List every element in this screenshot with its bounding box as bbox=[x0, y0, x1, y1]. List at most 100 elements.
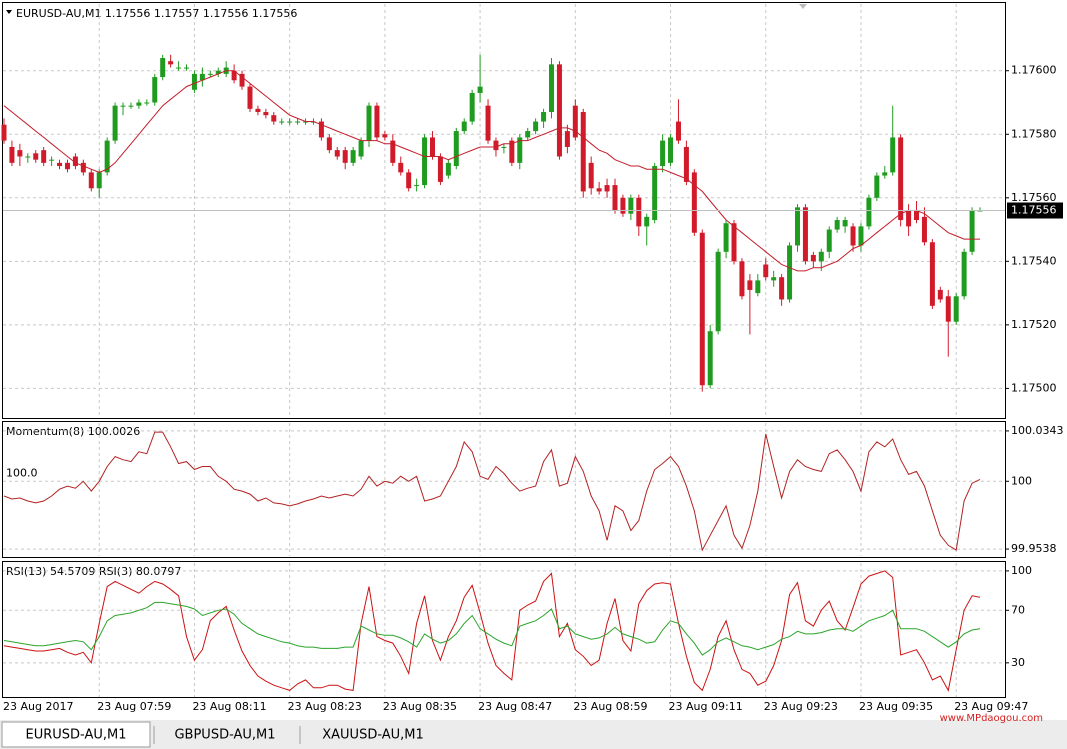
y-tick-label: 99.9538 bbox=[1011, 542, 1057, 555]
candle-body bbox=[271, 115, 277, 122]
candle-body bbox=[612, 185, 618, 211]
candle-body bbox=[310, 121, 316, 123]
candle-body bbox=[263, 112, 269, 116]
candle-body bbox=[898, 137, 904, 221]
tab[interactable] bbox=[154, 722, 296, 747]
candle-body bbox=[215, 70, 221, 74]
candle-body bbox=[160, 58, 166, 78]
candle-body bbox=[636, 197, 642, 227]
candle-body bbox=[49, 159, 55, 161]
candle-body bbox=[239, 73, 245, 87]
candle-body bbox=[199, 73, 205, 81]
candle-body bbox=[818, 251, 824, 262]
candle-body bbox=[326, 137, 332, 151]
candle-body bbox=[961, 251, 967, 297]
chart-title: EURUSD-AU,M1 1.17556 1.17557 1.17556 1.1… bbox=[16, 7, 297, 20]
candle-body bbox=[17, 150, 23, 157]
candle-body bbox=[802, 207, 808, 262]
candle-body bbox=[429, 137, 435, 157]
candle-body bbox=[477, 86, 483, 93]
candle-body bbox=[136, 102, 142, 106]
candle-body bbox=[890, 137, 896, 173]
candle-body bbox=[334, 150, 340, 157]
candle-body bbox=[152, 77, 158, 103]
candle-body bbox=[945, 296, 951, 322]
candle-body bbox=[906, 210, 912, 227]
candle-body bbox=[921, 216, 927, 243]
indicator-line bbox=[3, 431, 981, 552]
candle-body bbox=[699, 232, 705, 386]
candle-body bbox=[144, 102, 150, 104]
y-tick-label: 1.17520 bbox=[1011, 318, 1057, 331]
y-tick-label: 1.17600 bbox=[1011, 64, 1057, 77]
y-tick-label: 1.17560 bbox=[1011, 191, 1057, 204]
tab[interactable] bbox=[300, 722, 446, 747]
tab[interactable] bbox=[1, 721, 151, 748]
candle-body bbox=[41, 150, 47, 163]
x-tick-label: 23 Aug 07:59 bbox=[97, 700, 171, 713]
candle-body bbox=[874, 175, 880, 198]
candle-body bbox=[929, 242, 935, 306]
candle-body bbox=[303, 121, 309, 123]
level-label: 100.0 bbox=[6, 466, 38, 479]
menu-triangle[interactable] bbox=[6, 10, 12, 14]
tab-label[interactable]: XAUUSD-AU,M1 bbox=[322, 728, 424, 743]
candle-body bbox=[57, 162, 63, 167]
candle-body bbox=[184, 67, 190, 69]
candle-body bbox=[914, 210, 920, 221]
candle-body bbox=[469, 92, 475, 122]
indicator-line bbox=[3, 601, 981, 656]
candle-body bbox=[731, 223, 737, 262]
moving-average-line bbox=[3, 70, 980, 272]
candle-body bbox=[794, 207, 800, 246]
candle-body bbox=[675, 121, 681, 141]
x-tick-label: 23 Aug 09:47 bbox=[954, 700, 1028, 713]
x-tick-label: 23 Aug 08:11 bbox=[192, 700, 266, 713]
candle-body bbox=[810, 254, 816, 262]
candle-body bbox=[882, 172, 888, 176]
candle-body bbox=[842, 220, 848, 227]
candle-body bbox=[866, 197, 872, 227]
candle-body bbox=[168, 61, 174, 65]
candle-body bbox=[707, 331, 713, 386]
tab-label[interactable]: EURUSD-AU,M1 bbox=[26, 728, 127, 743]
candle-body bbox=[588, 162, 594, 189]
candle-body bbox=[485, 105, 491, 141]
momentum-pane-frame bbox=[2, 421, 1006, 558]
candle-body bbox=[858, 226, 864, 246]
candle-body bbox=[382, 134, 388, 138]
x-tick-label: 23 Aug 09:11 bbox=[669, 700, 743, 713]
candle-body bbox=[715, 251, 721, 332]
candle-body bbox=[509, 140, 515, 163]
candle-body bbox=[422, 137, 428, 186]
candle-body bbox=[295, 121, 301, 123]
candle-body bbox=[358, 140, 364, 157]
candle-body bbox=[287, 121, 293, 123]
candle-body bbox=[596, 188, 602, 192]
candle-body bbox=[437, 156, 443, 182]
y-tick-label: 1.17500 bbox=[1011, 381, 1057, 394]
x-tick-label: 23 Aug 09:23 bbox=[764, 700, 838, 713]
watermark: www.MPdaogou.com bbox=[940, 713, 1043, 724]
candle-body bbox=[564, 131, 570, 147]
y-tick-label: 70 bbox=[1011, 603, 1025, 616]
x-tick-label: 23 Aug 08:59 bbox=[573, 700, 647, 713]
candle-body bbox=[628, 197, 634, 214]
candle-body bbox=[128, 105, 134, 107]
candle-body bbox=[9, 146, 15, 163]
candle-body bbox=[64, 162, 70, 170]
candle-body bbox=[374, 105, 380, 138]
candle-body bbox=[572, 105, 578, 138]
y-tick-label: 100.0343 bbox=[1011, 424, 1064, 437]
rsi-title: RSI(13) 54.5709 RSI(3) 80.0797 bbox=[6, 565, 181, 578]
candle-body bbox=[747, 280, 753, 290]
candle-body bbox=[525, 131, 531, 138]
candle-body bbox=[104, 140, 110, 173]
candle-body bbox=[342, 150, 348, 163]
tab-label[interactable]: GBPUSD-AU,M1 bbox=[174, 728, 275, 743]
candle-body bbox=[318, 121, 324, 138]
candle-body bbox=[826, 229, 832, 252]
candle-body bbox=[683, 146, 689, 182]
